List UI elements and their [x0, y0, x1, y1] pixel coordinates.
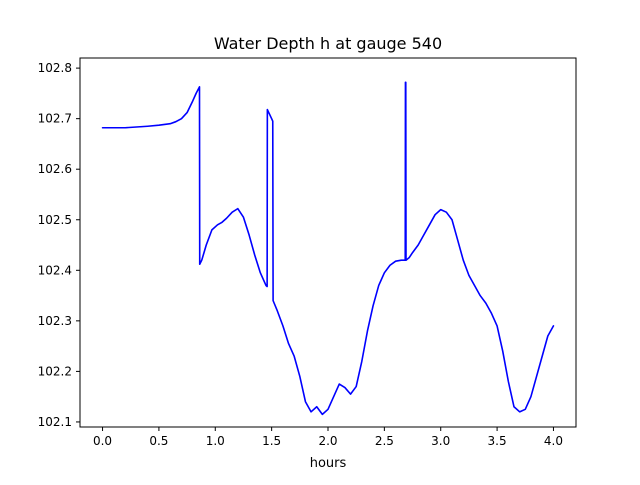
x-axis-label: hours [310, 456, 347, 471]
x-tick-label: 0.5 [149, 434, 168, 448]
x-tick-label: 4.0 [544, 434, 563, 448]
y-tick-label: 102.4 [38, 263, 72, 277]
x-tick-label: 1.5 [262, 434, 281, 448]
y-tick-label: 102.7 [38, 112, 72, 126]
y-tick-label: 102.6 [38, 162, 72, 176]
y-tick-label: 102.8 [38, 61, 72, 75]
x-tick-label: 3.0 [431, 434, 450, 448]
x-tick-label: 0.0 [93, 434, 112, 448]
y-tick-label: 102.2 [38, 364, 72, 378]
x-axis-ticks: 0.0 0.5 1.0 1.5 2.0 2.5 3.0 3.5 4.0 [93, 427, 563, 448]
y-tick-label: 102.1 [38, 415, 72, 429]
y-tick-label: 102.5 [38, 213, 72, 227]
series-layer [101, 81, 555, 416]
chart-title: Water Depth h at gauge 540 [214, 34, 442, 53]
plot-area [80, 58, 576, 427]
y-tick-label: 102.3 [38, 314, 72, 328]
y-axis-ticks: 102.1 102.2 102.3 102.4 102.5 102.6 102.7 102.8 [38, 61, 80, 429]
x-tick-label: 3.5 [488, 434, 507, 448]
x-tick-label: 2.5 [375, 434, 394, 448]
x-tick-label: 2.0 [318, 434, 337, 448]
plot-frame [79, 57, 577, 428]
x-tick-label: 1.0 [206, 434, 225, 448]
series-line [101, 81, 555, 416]
